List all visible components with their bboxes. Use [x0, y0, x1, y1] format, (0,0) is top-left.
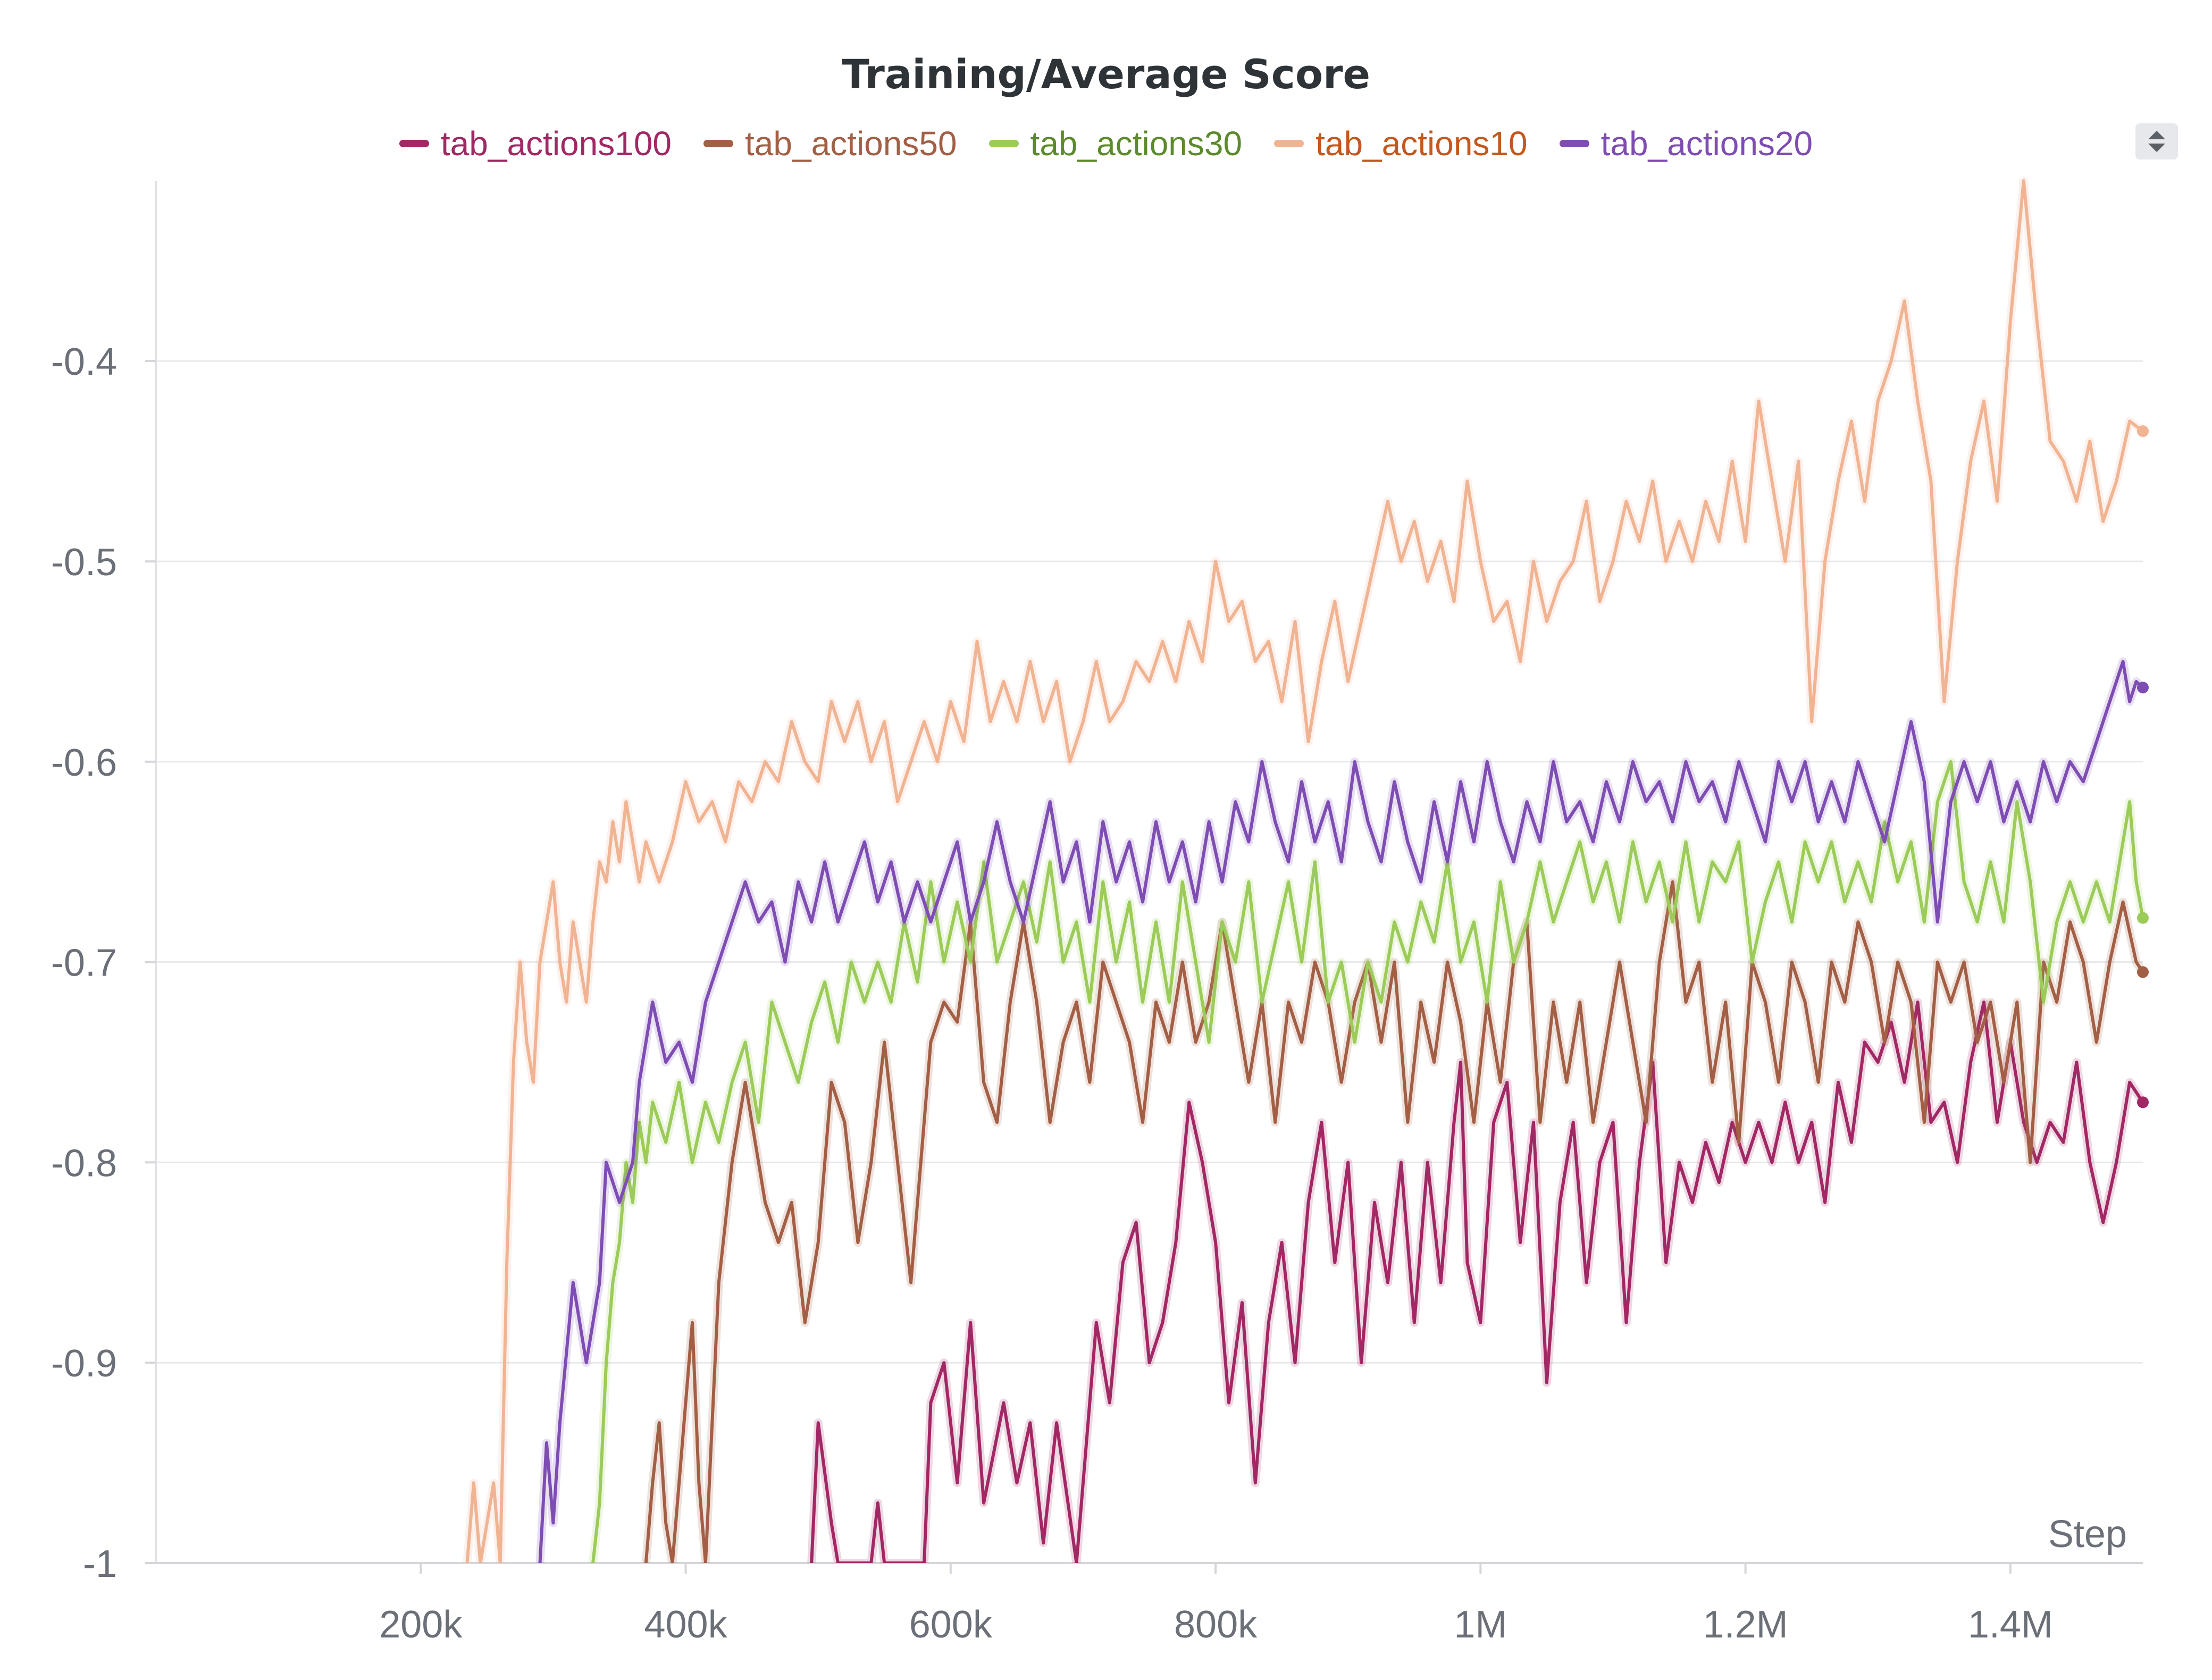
- x-axis-label: Step: [2048, 1513, 2127, 1556]
- series-line[interactable]: [644, 880, 2144, 1563]
- x-tick-label: 800k: [1174, 1603, 1258, 1646]
- series-line[interactable]: [591, 760, 2144, 1563]
- x-tick-label: 1.2M: [1703, 1603, 1788, 1646]
- y-tick-label: -0.4: [51, 341, 117, 383]
- legend-label: tab_actions30: [1030, 124, 1243, 163]
- series-end-point: [2137, 1096, 2149, 1108]
- series-end-point: [2137, 912, 2149, 924]
- legend-label: tab_actions50: [745, 124, 957, 163]
- y-tick-label: -0.5: [51, 541, 117, 584]
- y-tick-label: -1: [83, 1543, 117, 1585]
- series-tab_actions30: [589, 757, 2149, 1563]
- legend-swatch: [1559, 140, 1589, 147]
- series-line[interactable]: [465, 179, 2144, 1563]
- legend-swatch: [399, 140, 429, 147]
- series-line[interactable]: [538, 660, 2144, 1563]
- series-end-point: [2137, 966, 2149, 978]
- legend-item[interactable]: tab_actions20: [1559, 124, 1813, 163]
- x-tick-label: 1M: [1454, 1603, 1507, 1646]
- legend-swatch: [1274, 140, 1304, 147]
- legend-item[interactable]: tab_actions30: [988, 124, 1243, 163]
- x-tick-label: 600k: [909, 1603, 993, 1646]
- y-tick-label: -0.8: [51, 1142, 117, 1185]
- series-end-point: [2137, 682, 2149, 694]
- series-end-point: [2137, 425, 2149, 438]
- legend-item[interactable]: tab_actions10: [1274, 124, 1528, 163]
- legend-scroll-button[interactable]: [2135, 123, 2178, 159]
- x-tick-label: 400k: [644, 1603, 727, 1646]
- legend-swatch: [988, 140, 1019, 147]
- y-tick-label: -0.6: [51, 742, 117, 784]
- legend-label: tab_actions20: [1601, 124, 1813, 163]
- series-band: [535, 657, 2146, 1563]
- legend-swatch: [703, 140, 733, 147]
- series-tab_actions10: [463, 177, 2149, 1563]
- y-tick-label: -0.9: [51, 1342, 117, 1385]
- y-tick-label: -0.7: [51, 942, 117, 985]
- x-tick-label: 1.4M: [1968, 1603, 2053, 1646]
- x-tick-label: 200k: [379, 1603, 463, 1646]
- series-line[interactable]: [810, 1000, 2144, 1563]
- legend-label: tab_actions10: [1316, 124, 1528, 163]
- series-tab_actions20: [535, 657, 2149, 1563]
- legend-item[interactable]: tab_actions100: [399, 124, 672, 163]
- series-tab_actions50: [641, 877, 2149, 1563]
- legend-item[interactable]: tab_actions50: [703, 124, 957, 163]
- legend-label: tab_actions100: [440, 124, 672, 163]
- series-tab_actions100: [807, 997, 2149, 1563]
- legend: tab_actions100 tab_actions50 tab_actions30…: [0, 120, 2212, 167]
- sort-icon: [2148, 131, 2165, 152]
- chart-title: Training/Average Score: [841, 51, 1371, 98]
